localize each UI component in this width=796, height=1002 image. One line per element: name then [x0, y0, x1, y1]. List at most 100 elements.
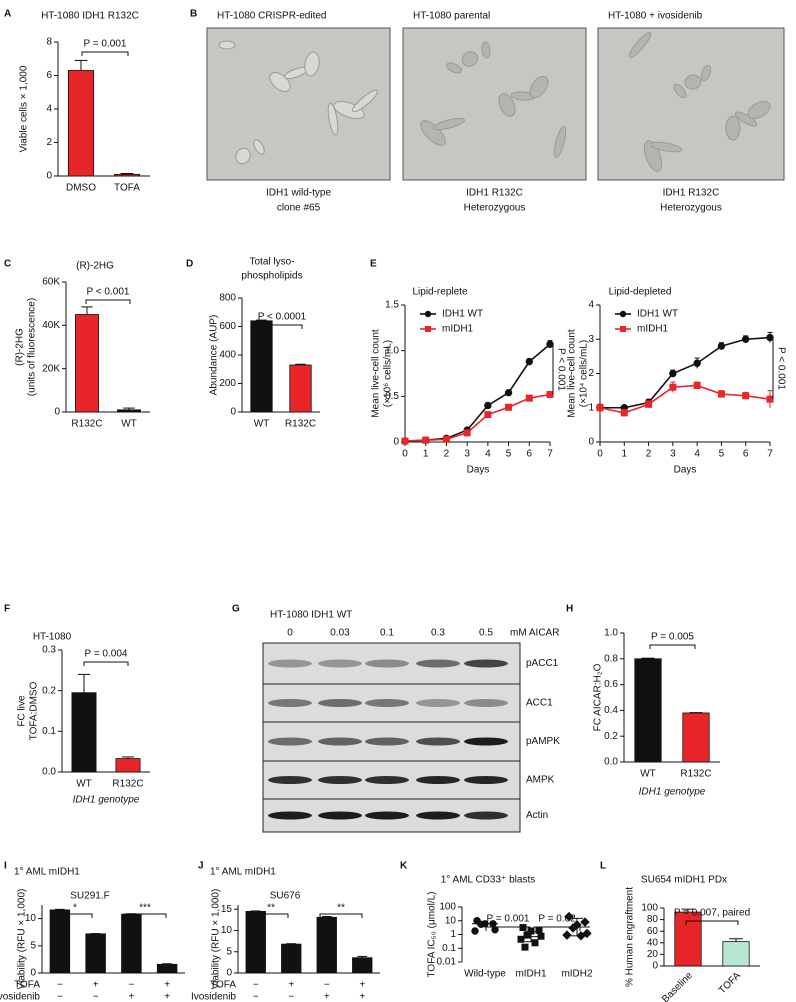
- bracket: [485, 926, 531, 931]
- bar: [674, 911, 702, 967]
- x-tick-label: DMSO: [66, 183, 96, 194]
- y-tick-label: 0.2: [42, 685, 56, 696]
- condition-label: Ivosidenib: [0, 992, 40, 1002]
- marker: [717, 390, 725, 398]
- annotation: **: [337, 903, 345, 914]
- y-tick-label: 2: [588, 368, 594, 379]
- bar: [113, 173, 141, 177]
- bracket: [261, 324, 303, 329]
- y-tick-label: 0: [652, 961, 658, 972]
- x-tick-label: WT: [640, 769, 656, 780]
- chart-title: HT-1080 IDH1 R132C: [41, 11, 139, 22]
- x-tick-label: R132C: [285, 419, 316, 430]
- panel-letter: J: [198, 861, 204, 872]
- condition-sign: +: [359, 980, 365, 991]
- legend-label: mIDH1: [442, 324, 474, 335]
- bracket: [85, 299, 131, 304]
- bracket: [57, 913, 93, 918]
- band: [464, 737, 508, 746]
- y-tick-label: 60: [647, 926, 659, 937]
- cell: [529, 75, 549, 99]
- cell: [218, 40, 236, 50]
- y-tick-label: 0.6: [604, 679, 618, 690]
- marker: [742, 335, 750, 343]
- bar: [352, 957, 373, 974]
- x-tick-label: 1: [622, 449, 628, 460]
- chart-title: 1° AML mIDH1: [210, 867, 276, 878]
- bracket: [649, 644, 696, 649]
- bar: [289, 364, 312, 413]
- x-tick-label: TOFA: [114, 183, 140, 194]
- marker: [442, 435, 450, 443]
- band: [365, 659, 409, 668]
- y-axis-label: TOFA IC₅₀ (μmol/L): [427, 892, 438, 978]
- legend-marker: [620, 326, 626, 332]
- panel-letter: D: [186, 259, 193, 270]
- condition-sign: −: [128, 980, 134, 991]
- bar: [281, 943, 302, 974]
- bar: [722, 941, 750, 967]
- band: [365, 737, 409, 746]
- y-tick-label: 6: [46, 70, 52, 81]
- image-caption: IDH1 R132C: [466, 188, 523, 199]
- x-tick-label: 7: [767, 449, 773, 460]
- y-tick-label: 0.8: [604, 653, 618, 664]
- marker: [564, 911, 574, 922]
- y-axis-label: Viability (RFU × 1,000): [17, 889, 28, 990]
- y-tick-label: 0.4: [604, 705, 618, 716]
- bar: [316, 916, 337, 974]
- marker: [463, 429, 471, 437]
- y-tick-label: 20K: [42, 363, 60, 374]
- y-axis-label: FC live: [17, 695, 28, 727]
- marker: [484, 411, 492, 419]
- x-axis-label: IDH1 genotype: [73, 795, 140, 806]
- band: [365, 776, 409, 784]
- image-title: HT-1080 parental: [413, 11, 490, 22]
- marker: [620, 409, 628, 417]
- condition-sign: +: [324, 992, 330, 1002]
- x-tick-label: 6: [527, 449, 533, 460]
- y-tick-label: 0: [46, 171, 52, 182]
- y-tick-label: 600: [219, 321, 236, 332]
- y-tick-label: 60K: [42, 277, 60, 288]
- band: [268, 776, 312, 784]
- y-tick-label: 0: [30, 968, 36, 979]
- y-tick-label: 100: [641, 903, 658, 914]
- bracket: [253, 913, 289, 918]
- y-tick-label: 0.5: [385, 391, 399, 402]
- band: [464, 811, 508, 820]
- x-tick-label: 4: [485, 449, 491, 460]
- cell: [673, 83, 687, 99]
- x-tick-label: WT: [121, 419, 137, 430]
- band: [268, 659, 312, 668]
- y-tick-label: 80: [647, 914, 659, 925]
- marker: [484, 401, 492, 410]
- marker: [517, 935, 525, 943]
- annotation: P < 0.001: [775, 347, 786, 390]
- image-caption: clone #65: [277, 203, 321, 214]
- marker: [523, 931, 531, 939]
- y-tick-label: 2: [46, 137, 52, 148]
- blot-header: HT-1080 IDH1 WT: [270, 610, 352, 621]
- image-caption: Heterozygous: [660, 203, 722, 214]
- x-tick-label: R132C: [71, 419, 102, 430]
- chart-title: HT-1080: [33, 632, 72, 643]
- band: [464, 699, 508, 707]
- y-tick-label: 0: [588, 437, 594, 448]
- band: [318, 776, 362, 784]
- annotation: P = 0.001: [487, 914, 530, 925]
- series-line: [599, 384, 771, 414]
- cell: [649, 141, 683, 153]
- cell: [433, 117, 465, 131]
- condition-sign: −: [57, 992, 63, 1002]
- marker: [766, 395, 774, 403]
- marker: [717, 342, 726, 350]
- bar: [75, 314, 99, 413]
- image-title: HT-1080 + ivosidenib: [608, 11, 703, 22]
- band: [416, 699, 460, 707]
- bar: [682, 712, 710, 763]
- y-tick-label: 3: [588, 334, 594, 345]
- bracket: [81, 51, 129, 56]
- panel-letter: B: [190, 9, 197, 20]
- y-tick-label: 40K: [42, 320, 60, 331]
